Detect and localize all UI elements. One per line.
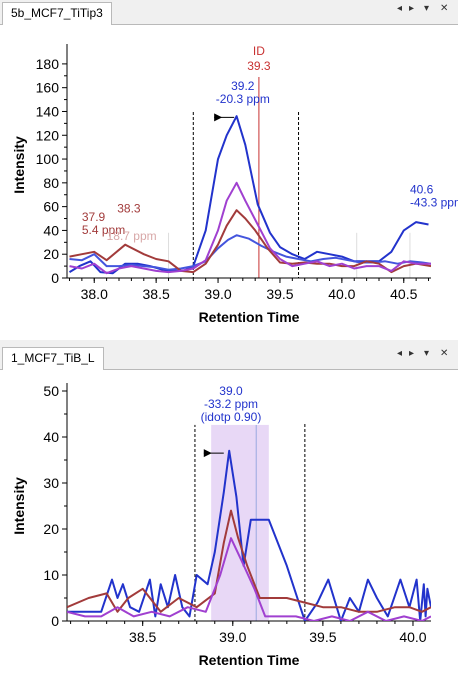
tab-prev-icon[interactable]: ◂ (397, 348, 403, 359)
chromatogram-trace (68, 115, 429, 275)
y-tick-label: 30 (43, 475, 59, 491)
y-axis-label: Intensity (11, 477, 27, 535)
x-tick-label: 38.5 (143, 286, 170, 302)
peak-annotation: 5.4 ppm (82, 223, 125, 237)
y-tick-label: 80 (43, 175, 59, 191)
peak-annotation: 39.2 (231, 79, 255, 93)
y-tick-label: 40 (43, 222, 59, 238)
tab-bar: 5b_MCF7_TiTip3 ◂ ▸ ▾ ✕ (0, 0, 458, 25)
x-tick-label: 39.5 (266, 286, 293, 302)
chromatogram-pane-top: 5b_MCF7_TiTip3 ◂ ▸ ▾ ✕ ID 39.3 0 20 40 60 80 10… (0, 0, 458, 340)
tab-bar: 1_MCF7_TiB_L ◂ ▸ ▾ ✕ (0, 345, 458, 370)
x-tick-label: 40.5 (390, 286, 417, 302)
y-tick-label: 120 (36, 127, 60, 143)
peak-annotation: 40.6 (410, 183, 434, 197)
y-tick-label: 0 (51, 270, 59, 286)
annotation-background (188, 382, 273, 425)
x-tick-label: 40.0 (399, 629, 426, 645)
y-tick-label: 100 (36, 151, 60, 167)
y-tick-label: 140 (36, 103, 60, 119)
chromatogram-trace (67, 537, 431, 621)
x-tick-label: 40.0 (328, 286, 355, 302)
y-tick-label: 10 (43, 567, 59, 583)
chromatogram-pane-bottom: 1_MCF7_TiB_L ◂ ▸ ▾ ✕ 0 10 20 30 40 50 38.5 39.0… (0, 345, 458, 685)
y-tick-label: 180 (36, 56, 60, 72)
tab-next-icon[interactable]: ▸ (409, 3, 415, 14)
chromatogram-trace (67, 509, 431, 613)
y-tick-label: 50 (43, 383, 59, 399)
y-tick-label: 60 (43, 199, 59, 215)
peak-annotation: (idotp 0.90) (201, 410, 262, 424)
chromatogram-chart: 0 10 20 30 40 50 38.5 39.0 39.5 40.0 Retention Tim… (11, 382, 431, 668)
tab-1-mcf7-tib-l[interactable]: 1_MCF7_TiB_L (2, 347, 104, 370)
y-tick-label: 20 (43, 246, 59, 262)
tab-prev-icon[interactable]: ◂ (397, 3, 403, 14)
x-tick-label: 39.0 (219, 629, 246, 645)
x-tick-label: 38.5 (129, 629, 156, 645)
y-tick-label: 20 (43, 521, 59, 537)
x-axis-label: Retention Time (199, 309, 300, 325)
y-axis-label: Intensity (11, 136, 27, 194)
tab-5b-mcf7-titip3[interactable]: 5b_MCF7_TiTip3 (2, 2, 112, 25)
close-icon[interactable]: ✕ (440, 3, 449, 14)
peak-annotation: -43.3 ppm (410, 196, 458, 210)
x-tick-label: 39.0 (204, 286, 231, 302)
peak-annotation: 39.0 (219, 384, 243, 398)
tab-next-icon[interactable]: ▸ (409, 348, 415, 359)
x-axis-label: Retention Time (199, 652, 300, 668)
peak-annotation: 38.3 (117, 202, 141, 216)
close-icon[interactable]: ✕ (440, 348, 449, 359)
y-tick-label: 40 (43, 429, 59, 445)
peak-integration-region (211, 391, 269, 621)
chromatogram-trace (69, 209, 431, 274)
tab-menu-icon[interactable]: ▾ (424, 348, 430, 359)
x-tick-label: 39.5 (309, 629, 336, 645)
y-tick-label: 160 (36, 80, 60, 96)
id-label: ID (253, 44, 265, 58)
tab-menu-icon[interactable]: ▾ (424, 3, 430, 14)
peak-annotation: 18.7 ppm (107, 229, 157, 243)
x-tick-label: 38.0 (81, 286, 108, 302)
peak-annotation: -33.2 ppm (204, 397, 258, 411)
y-tick-label: 0 (51, 613, 59, 629)
id-value: 39.3 (247, 59, 271, 73)
chromatogram-trace (69, 181, 431, 275)
apex-arrow-head (203, 449, 212, 458)
peak-annotation: 37.9 (82, 210, 106, 224)
apex-arrow-head (214, 113, 223, 122)
peak-annotation: -20.3 ppm (216, 92, 270, 106)
